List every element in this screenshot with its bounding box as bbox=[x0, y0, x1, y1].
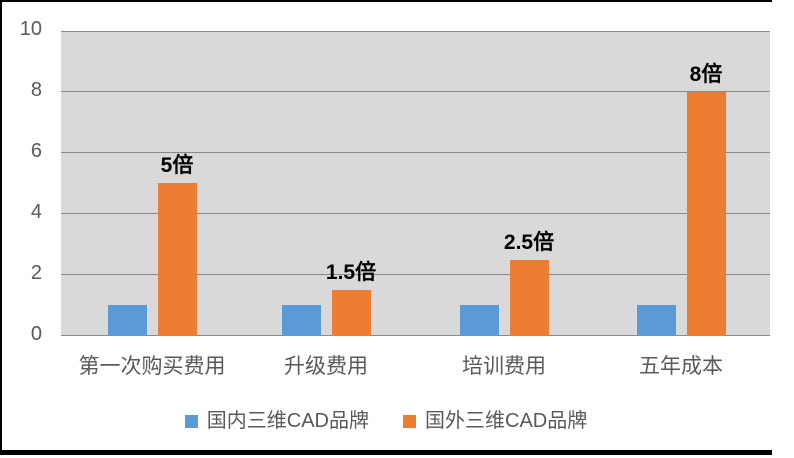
y-tick-label: 8 bbox=[30, 79, 42, 101]
data-label: 5倍 bbox=[160, 154, 194, 177]
chart-frame bbox=[0, 0, 772, 455]
legend-item-foreign: 国外三维CAD品牌 bbox=[403, 409, 587, 433]
bar-domestic-1 bbox=[281, 305, 321, 336]
legend-item-domestic: 国内三维CAD品牌 bbox=[184, 409, 369, 433]
y-tick-label: 6 bbox=[30, 140, 42, 162]
category-label: 第一次购买费用 bbox=[78, 355, 226, 378]
gridline-y2 bbox=[61, 274, 770, 275]
data-label: 8倍 bbox=[689, 63, 723, 86]
data-label: 1.5倍 bbox=[325, 261, 377, 284]
gridline-y6 bbox=[61, 152, 770, 153]
legend: 国内三维CAD品牌 国外三维CAD品牌 bbox=[0, 409, 772, 433]
gridline-y8 bbox=[61, 91, 770, 92]
gridline-y4 bbox=[61, 213, 770, 214]
category-label: 升级费用 bbox=[284, 355, 368, 378]
bar-foreign-3 bbox=[686, 92, 726, 336]
plot-area bbox=[61, 31, 770, 336]
gridline-y0 bbox=[61, 335, 770, 336]
bar-domestic-2 bbox=[459, 305, 499, 336]
y-tick-label: 4 bbox=[30, 201, 42, 223]
bar-domestic-3 bbox=[636, 305, 676, 336]
bar-foreign-1 bbox=[331, 290, 371, 336]
y-tick-label: 0 bbox=[30, 323, 42, 345]
gridline-y10 bbox=[61, 31, 770, 32]
bar-foreign-0 bbox=[157, 183, 197, 336]
data-label: 2.5倍 bbox=[503, 231, 555, 254]
y-tick-label: 2 bbox=[30, 262, 42, 284]
bar-domestic-0 bbox=[107, 305, 147, 336]
category-label: 五年成本 bbox=[639, 355, 723, 378]
legend-swatch-icon bbox=[403, 414, 416, 428]
y-tick-label: 10 bbox=[19, 18, 42, 40]
legend-label: 国内三维CAD品牌 bbox=[206, 410, 369, 432]
legend-swatch-icon bbox=[184, 414, 198, 428]
bar-foreign-2 bbox=[509, 260, 549, 336]
category-label: 培训费用 bbox=[462, 355, 546, 378]
legend-label: 国外三维CAD品牌 bbox=[425, 410, 588, 432]
